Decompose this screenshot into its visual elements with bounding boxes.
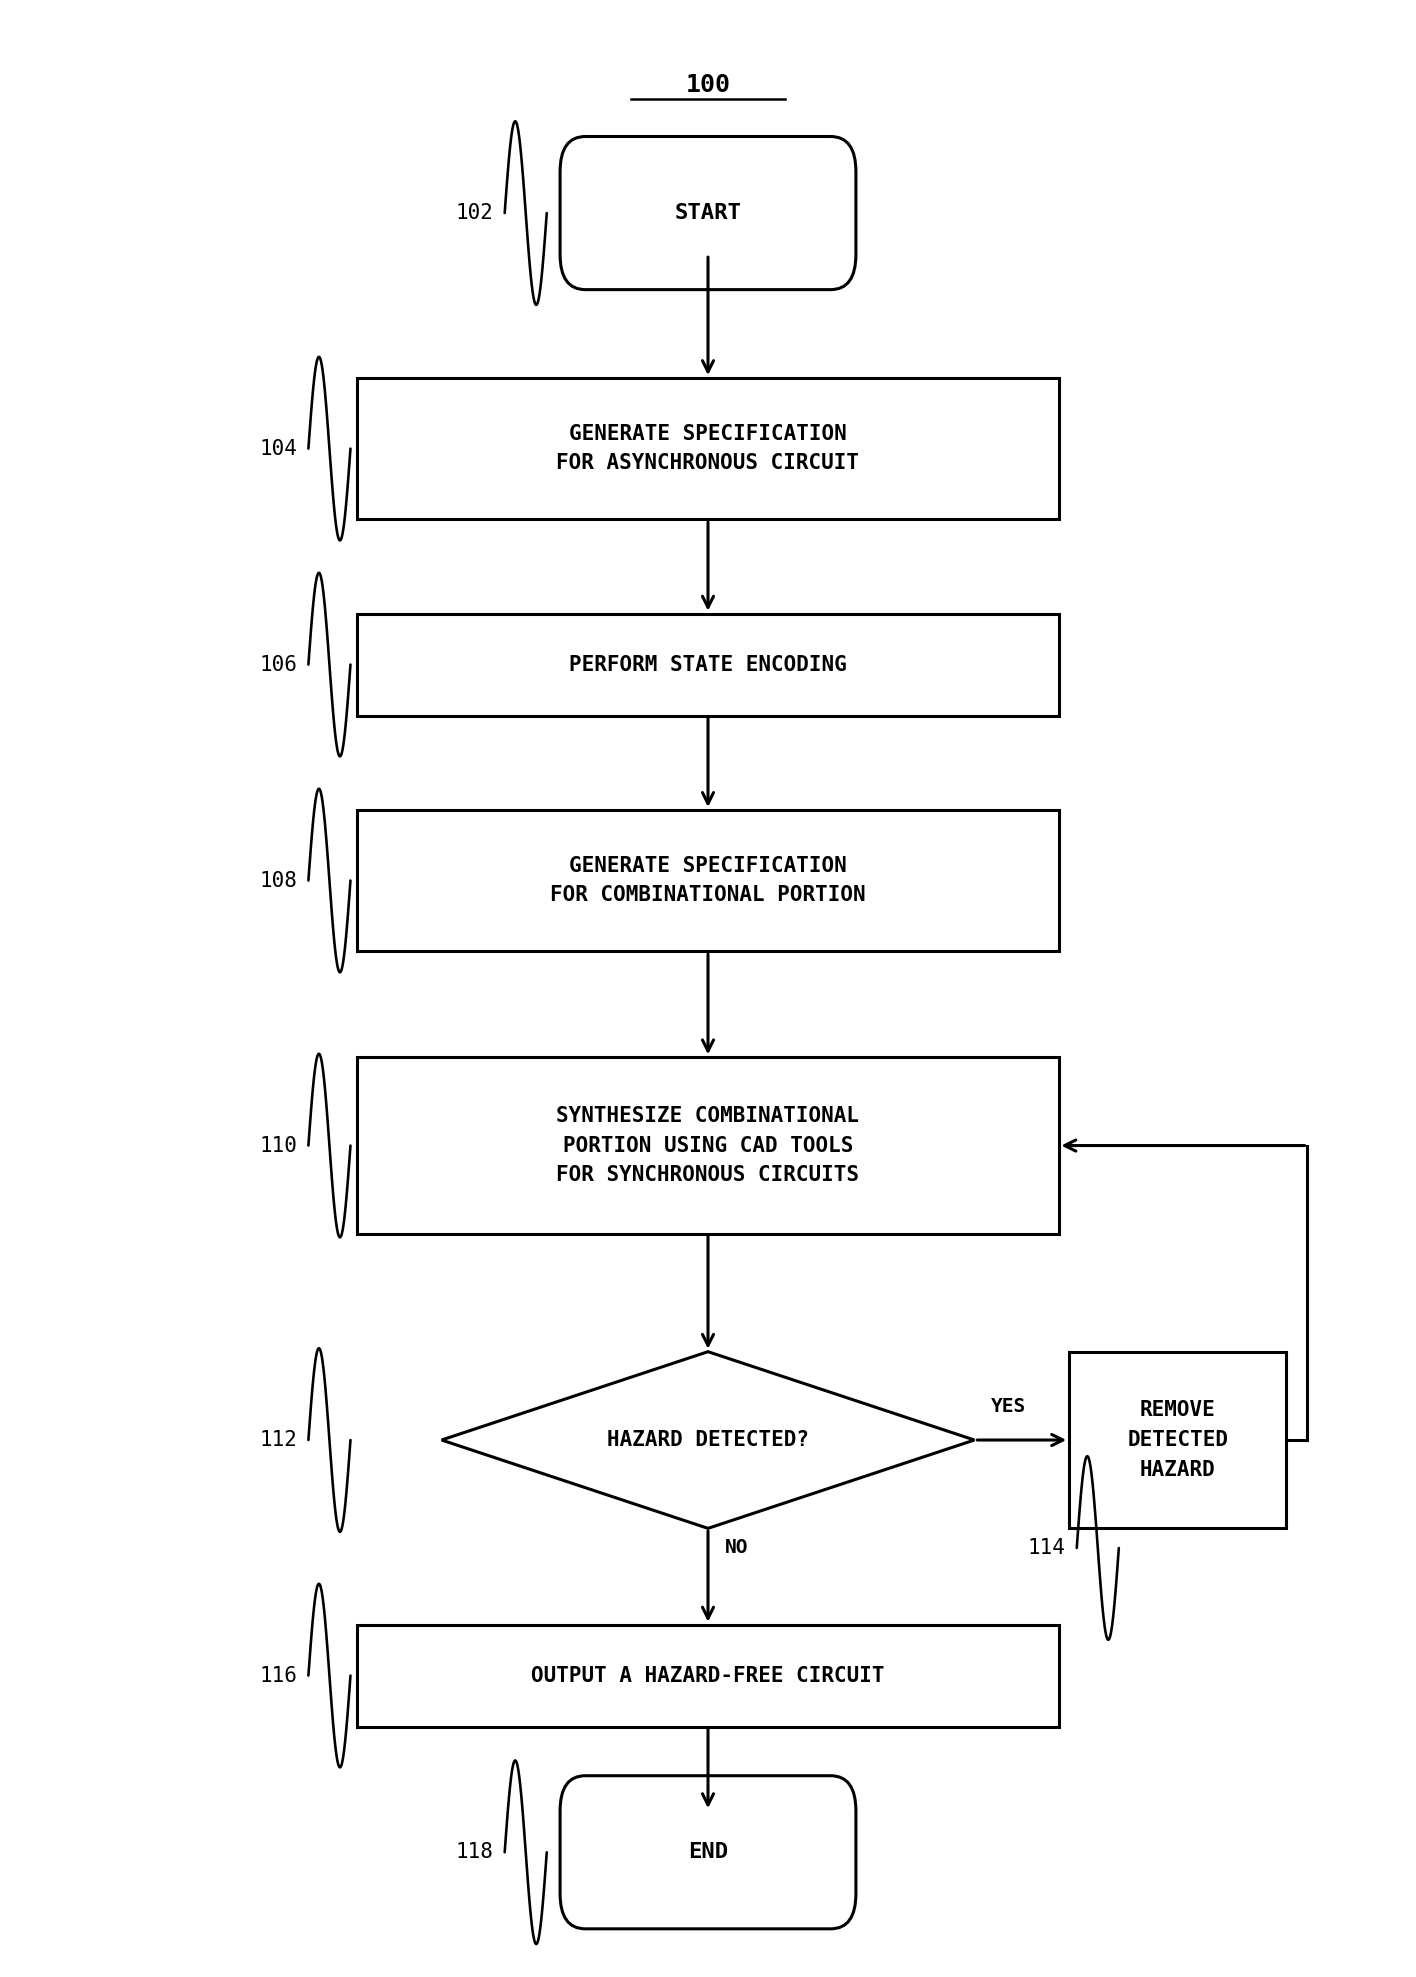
Text: SYNTHESIZE COMBINATIONAL
PORTION USING CAD TOOLS
FOR SYNCHRONOUS CIRCUITS: SYNTHESIZE COMBINATIONAL PORTION USING C…	[556, 1105, 860, 1184]
FancyBboxPatch shape	[561, 1775, 855, 1930]
Text: 100: 100	[685, 73, 731, 97]
Text: 118: 118	[456, 1843, 494, 1862]
Bar	[357, 378, 1059, 520]
Bar	[357, 1625, 1059, 1726]
Bar	[357, 613, 1059, 716]
Bar	[357, 1058, 1059, 1234]
Text: HAZARD DETECTED?: HAZARD DETECTED?	[607, 1429, 809, 1449]
Text: YES: YES	[991, 1398, 1027, 1416]
FancyBboxPatch shape	[561, 136, 855, 291]
Text: 102: 102	[456, 204, 494, 223]
Text: PERFORM STATE ENCODING: PERFORM STATE ENCODING	[569, 654, 847, 674]
Text: 104: 104	[259, 439, 297, 459]
Text: OUTPUT A HAZARD-FREE CIRCUIT: OUTPUT A HAZARD-FREE CIRCUIT	[531, 1665, 885, 1686]
Text: REMOVE
DETECTED
HAZARD: REMOVE DETECTED HAZARD	[1127, 1400, 1228, 1479]
Text: NO: NO	[725, 1538, 748, 1558]
Text: GENERATE SPECIFICATION
FOR COMBINATIONAL PORTION: GENERATE SPECIFICATION FOR COMBINATIONAL…	[551, 856, 865, 905]
Polygon shape	[442, 1352, 974, 1528]
Text: 108: 108	[259, 870, 297, 890]
Text: END: END	[688, 1843, 728, 1862]
Text: 116: 116	[259, 1665, 297, 1686]
Text: 114: 114	[1028, 1538, 1065, 1558]
Text: GENERATE SPECIFICATION
FOR ASYNCHRONOUS CIRCUIT: GENERATE SPECIFICATION FOR ASYNCHRONOUS …	[556, 423, 860, 473]
Text: 106: 106	[259, 654, 297, 674]
Text: 110: 110	[259, 1135, 297, 1155]
Text: START: START	[674, 204, 742, 223]
Bar	[1069, 1352, 1286, 1528]
Bar	[357, 811, 1059, 951]
Text: 112: 112	[259, 1429, 297, 1449]
